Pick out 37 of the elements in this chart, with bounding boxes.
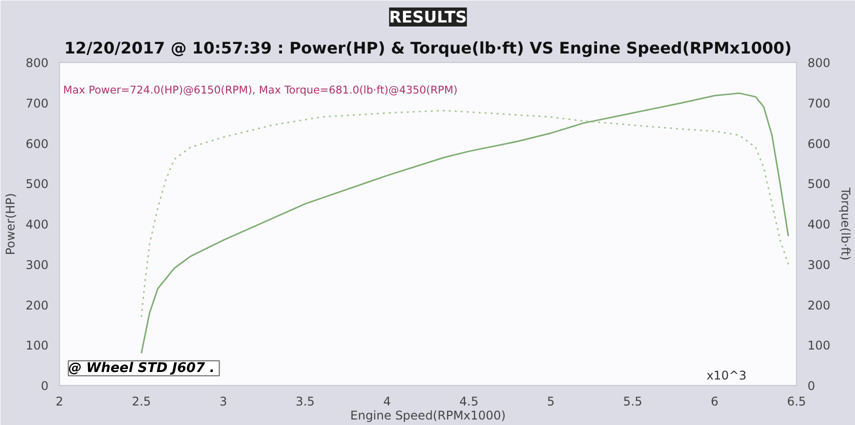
x-tick-label: 6.5 [786,394,806,408]
y2-tick-label: 200 [808,298,830,312]
y-tick-label: 200 [26,298,48,312]
x-tick-label: 6 [710,394,718,408]
x-tick-label: 2 [56,394,64,408]
y-tick-label: 800 [26,56,48,70]
y2-tick-label: 0 [808,379,816,393]
y2-tick-label: 100 [808,338,830,353]
x-tick-label: 4 [383,394,391,408]
y2-tick-label: 400 [808,218,830,232]
annotation: @ Wheel STD J607 . [68,360,215,376]
y-tick-label: 100 [26,338,48,353]
y-tick-label: 700 [26,96,48,110]
x-tick-label: 3.5 [296,394,315,408]
y-tick-label: 0 [40,379,49,393]
y2-tick-label: 600 [808,136,830,151]
x-tick-label: 5 [547,394,555,408]
y2-tick-label: 300 [808,258,830,272]
line-series [140,110,790,318]
y-tick-label: 600 [26,136,48,151]
annotation: x10^3 [706,368,747,382]
x-tick-label: 3 [219,394,228,408]
y2-tick-label: 800 [808,56,830,70]
x-tick-label: 5.5 [623,394,642,408]
x-axis-title: Engine Speed(RPMx1000) [350,408,506,422]
annotation: Max Power=724.0(HP)@6150(RPM), Max Torque=681.0(lb·ft)@4350(RPM) [63,83,458,96]
y2-axis-title: Torque(lb·ft) [838,186,852,260]
x-tick-label: 2.5 [132,394,151,408]
y-axis-title: Power(HP) [4,193,18,255]
y2-tick-label: 500 [808,177,830,192]
y2-tick-label: 700 [808,96,830,110]
chart-subtitle: 12/20/2017 @ 10:57:39 : Power(HP) & Torque(lb·ft) VS Engine Speed(RPMx1000) [64,38,792,58]
x-tick-label: 4.5 [459,394,478,408]
y-tick-label: 300 [26,258,48,272]
y-tick-label: 500 [26,177,48,192]
y-tick-label: 400 [26,218,48,232]
chart-title: RESULTS [389,8,467,26]
